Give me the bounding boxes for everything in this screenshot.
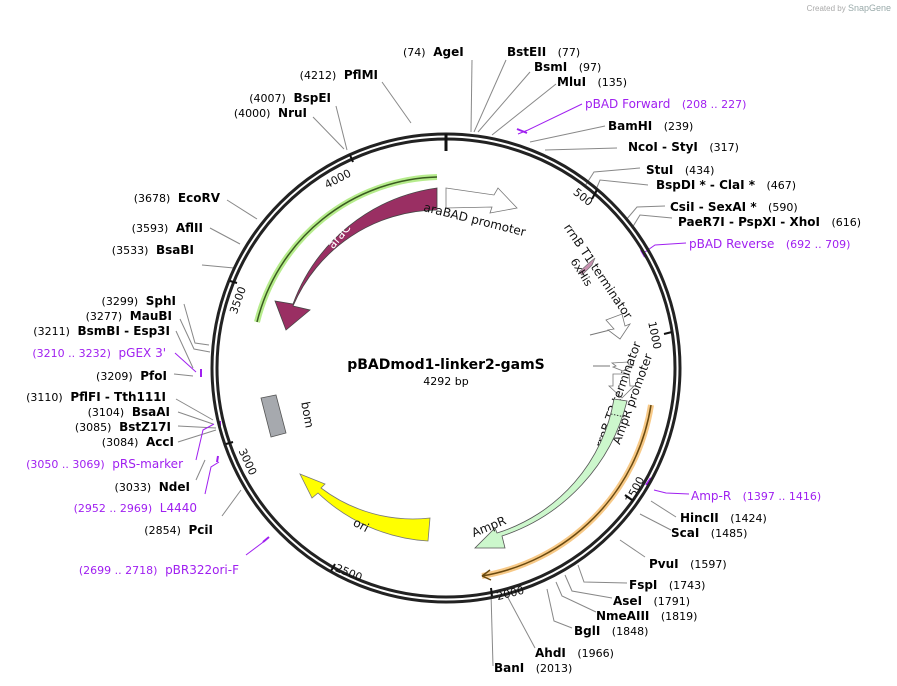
tick-3000: 3000 [236, 446, 260, 477]
site-PvuI[interactable]: PvuI (1597) [649, 557, 727, 571]
site-AseI[interactable]: AseI (1791) [613, 594, 691, 608]
site-BglI[interactable]: BglI (1848) [574, 624, 649, 638]
site-AccI[interactable]: (3084) AccI [101, 435, 174, 449]
site-leader-lines [173, 59, 677, 667]
site-BspDI-ClaI[interactable]: BspDI * - ClaI * (467) [656, 178, 797, 192]
site-BsaAI[interactable]: (3104) BsaAI [87, 405, 170, 419]
site-BsaBI[interactable]: (3533) BsaBI [111, 243, 194, 257]
primer-pRS-marker[interactable]: (3050 .. 3069) pRS-marker [26, 457, 183, 471]
6xHis-feature[interactable] [578, 257, 596, 276]
primer-Amp-R[interactable]: Amp-R (1397 .. 1416) [691, 489, 822, 503]
site-NmeAIII[interactable]: NmeAIII (1819) [596, 609, 698, 623]
site-PfoI[interactable]: (3209) PfoI [96, 369, 167, 383]
site-BspEI[interactable]: (4007) BspEI [249, 91, 331, 105]
site-NdeI[interactable]: (3033) NdeI [114, 480, 190, 494]
primer-pBAD-Reverse[interactable]: pBAD Reverse (692 .. 709) [689, 237, 851, 251]
site-BanI[interactable]: BanI (2013) [494, 661, 573, 675]
araBAD-promoter-arrow[interactable] [445, 187, 518, 214]
site-EcoRV[interactable]: (3678) EcoRV [133, 191, 220, 205]
primer-pBAD-Forward[interactable]: pBAD Forward (208 .. 227) [585, 97, 747, 111]
site-NcoI-StyI[interactable]: NcoI - StyI (317) [628, 140, 739, 154]
ori-feature-arrow[interactable] [299, 473, 431, 542]
plasmid-name: pBADmod1-linker2-gamS [347, 357, 545, 373]
AmpR-promoter-boundary [610, 413, 626, 418]
site-StuI[interactable]: StuI (434) [646, 163, 715, 177]
site-BamHI[interactable]: BamHI (239) [608, 119, 694, 133]
site-CsiI-SexAI[interactable]: CsiI - SexAI * (590) [670, 200, 798, 214]
rrnB-T1-leader [589, 329, 611, 336]
site-BstZ17I[interactable]: (3085) BstZ17I [74, 420, 171, 434]
ori-label: ori [351, 515, 371, 535]
site-ScaI[interactable]: ScaI (1485) [671, 526, 748, 540]
site-NruI[interactable]: (4000) NruI [233, 106, 307, 120]
snapgene-watermark: Created by SnapGene [807, 3, 891, 13]
AmpR-promoter-arrow[interactable] [607, 373, 635, 399]
site-SphI[interactable]: (3299) SphI [101, 294, 176, 308]
araC-orf-line [256, 176, 438, 323]
site-PflMI[interactable]: (4212) PflMI [299, 68, 378, 82]
site-BsmI[interactable]: BsmI (97) [534, 60, 602, 74]
site-FspI[interactable]: FspI (1743) [629, 578, 706, 592]
rrnB-T1-terminator-label: rrnB T1 terminator [561, 221, 635, 321]
AmpR-orf-line [481, 404, 652, 577]
site-BstEII[interactable]: BstEII (77) [507, 45, 581, 59]
site-AgeI[interactable]: (74) AgeI [403, 45, 464, 59]
araC-feature-arrow[interactable] [274, 187, 438, 331]
rrnB-T1-terminator-arrow[interactable] [605, 313, 632, 340]
watermark-prefix: Created by [806, 4, 846, 13]
site-AhdI[interactable]: AhdI (1966) [535, 646, 614, 660]
site-MauBI[interactable]: (3277) MauBI [85, 309, 172, 323]
tick-2000: 2000 [495, 584, 525, 603]
tick-1000: 1000 [645, 320, 664, 350]
primer-pBR322ori-F[interactable]: (2699 .. 2718) pBR322ori-F [78, 563, 239, 577]
site-PflFI-Tth111I[interactable]: (3110) PflFI - Tth111I [26, 390, 166, 404]
tick-4000: 4000 [322, 167, 353, 192]
tick-500: 500 [571, 186, 596, 209]
bom-feature[interactable] [260, 394, 287, 438]
primer-L4440[interactable]: (2952 .. 2969) L4440 [73, 501, 197, 515]
position-ticks [225, 154, 673, 597]
site-HincII[interactable]: HincII (1424) [680, 511, 767, 525]
snapgene-logo: SnapGene [847, 3, 891, 13]
rrnB-T2-terminator-arrow[interactable] [610, 361, 635, 372]
site-BsmBI-Esp3I[interactable]: (3211) BsmBI - Esp3I [33, 324, 170, 338]
bom-label: bom [298, 400, 316, 429]
primer-pGEX-3[interactable]: (3210 .. 3232) pGEX 3' [32, 346, 166, 360]
site-PaeR7I-PspXI-XhoI[interactable]: PaeR7I - PspXI - XhoI (616) [678, 215, 862, 229]
site-PciI[interactable]: (2854) PciI [144, 523, 213, 537]
plasmid-length: 4292 bp [423, 375, 469, 388]
AmpR-orf-arrowhead [481, 569, 492, 581]
site-MluI[interactable]: MluI (135) [557, 75, 628, 89]
site-AflII[interactable]: (3593) AflII [131, 221, 203, 235]
